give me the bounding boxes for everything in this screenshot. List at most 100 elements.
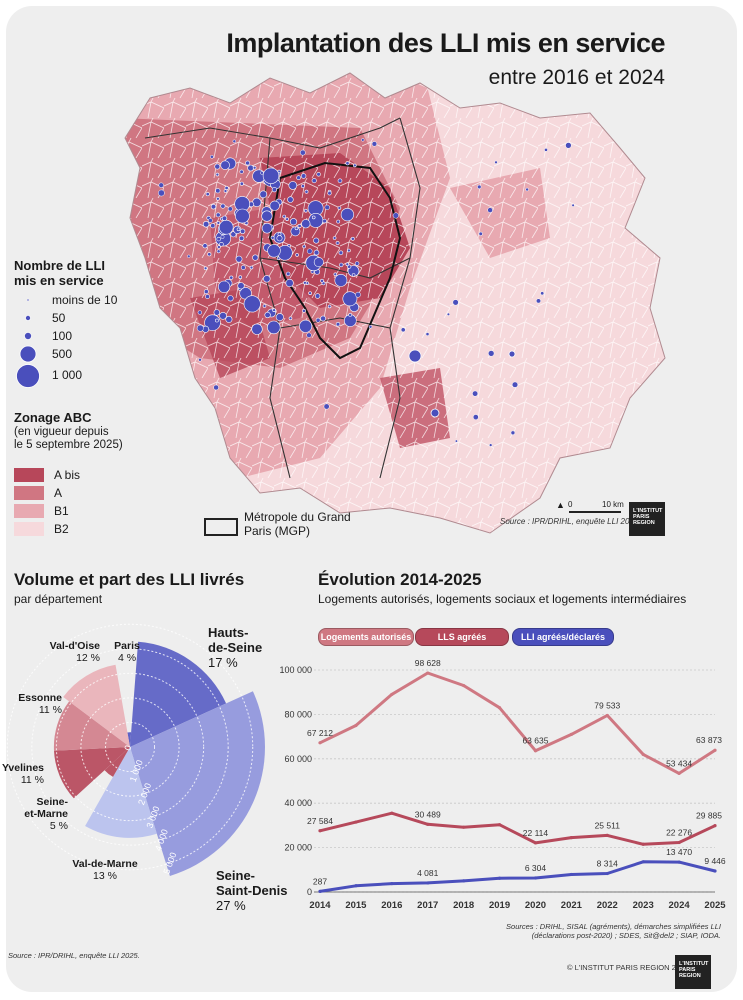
- zone-a-label: A: [54, 486, 63, 500]
- lli-bubble: [454, 439, 458, 443]
- lli-bubble: [320, 278, 324, 283]
- lli-bubble: [313, 249, 320, 256]
- rose-wedge-val-d-oise: [63, 664, 131, 747]
- scale-zero: 0: [568, 500, 573, 509]
- data-label: 8 314: [597, 859, 619, 869]
- data-point: [533, 841, 538, 845]
- lli-bubble: [287, 196, 294, 203]
- x-tick-label: 2020: [525, 900, 546, 911]
- zonage-legend-sub-1: (en vigueur depuis: [14, 426, 109, 438]
- lli-bubble: [203, 289, 209, 294]
- lli-bubble: [294, 226, 299, 231]
- logo-line-1: L'INSTITUT: [679, 961, 709, 967]
- lli-bubble: [263, 275, 271, 283]
- mgp-legend-label: Métropole du Grand Paris (MGP): [244, 510, 351, 538]
- data-point: [354, 820, 358, 824]
- lli-bubble: [264, 311, 271, 319]
- rose-label-share: 27 %: [216, 898, 246, 913]
- lli-bubble: [205, 294, 210, 299]
- lli-bubble: [295, 253, 299, 257]
- lli-bubble: [400, 327, 406, 333]
- data-point: [569, 732, 573, 736]
- legend-pill-2: LLI agréés/déclarés: [512, 628, 614, 646]
- rose-wedge-hauts-de-seine: [130, 641, 227, 747]
- x-tick-label: 2023: [633, 900, 654, 911]
- evolution-sources-1: Sources : DRIHL, SISAL (agréments), déma…: [506, 922, 721, 931]
- data-point: [318, 829, 322, 833]
- lli-bubble: [260, 171, 264, 175]
- lli-bubble: [217, 245, 221, 249]
- lli-bubble: [227, 206, 233, 212]
- logo-line-3: REGION: [679, 973, 701, 979]
- data-label: 29 885: [696, 811, 722, 821]
- lli-bubble: [272, 308, 276, 312]
- data-point: [533, 876, 538, 880]
- lli-bubble: [236, 227, 241, 232]
- lli-bubble: [313, 257, 324, 268]
- lli-bubble: [350, 236, 355, 241]
- lli-bubble: [300, 184, 305, 189]
- lli-bubble: [335, 241, 340, 245]
- lli-bubble: [430, 408, 440, 418]
- logo-line-3: REGION: [633, 520, 655, 526]
- lli-bubble: [215, 172, 220, 177]
- evolution-sources-2: (déclarations post-2020) ; SDES, Sit@del…: [531, 931, 721, 940]
- data-label: 4 081: [417, 868, 439, 878]
- lli-bubble: [232, 139, 237, 144]
- rose-ring: [6, 623, 254, 871]
- data-point: [497, 876, 502, 880]
- lli-bubble: [216, 236, 221, 242]
- zone-b2: B2: [14, 522, 69, 536]
- data-label: 63 873: [696, 735, 722, 745]
- lli-bubble: [332, 236, 337, 240]
- lli-bubble: [478, 231, 483, 236]
- rose-wedge-val-de-marne: [85, 747, 157, 838]
- lli-bubble: [316, 172, 321, 177]
- lli-bubble: [351, 273, 356, 277]
- lli-bubble: [335, 322, 341, 327]
- bubble-legend-label-1000: 1 000: [52, 368, 83, 382]
- x-tick-label: 2015: [345, 900, 367, 911]
- logo-line-2: PARIS: [679, 967, 696, 973]
- line-chart: 0 20 000 40 000 60 000 80 000 100 000 2014 2015…: [280, 660, 726, 911]
- lli-bubble: [225, 315, 233, 323]
- data-point: [497, 706, 502, 710]
- lli-bubble: [216, 249, 221, 254]
- bubble-legend-label-500: 500: [52, 347, 73, 361]
- series-line-2: [319, 860, 716, 893]
- lli-bubble: [252, 254, 259, 261]
- ile-de-france-map: [124, 72, 666, 534]
- lli-bubble: [261, 210, 273, 222]
- lli-bubble: [220, 160, 230, 170]
- data-label: 30 489: [415, 809, 441, 819]
- data-point: [569, 872, 573, 877]
- lli-bubble: [511, 381, 519, 388]
- rose-label-name: Seine- et-Marne: [24, 796, 68, 820]
- lli-bubble: [235, 208, 250, 224]
- mgp-legend-symbol: [204, 518, 238, 536]
- lli-bubble: [213, 309, 221, 316]
- zone-a-bis-label: A bis: [54, 468, 81, 482]
- lli-bubble: [227, 295, 234, 302]
- lli-bubble: [224, 186, 229, 191]
- lli-bubble: [494, 160, 498, 164]
- lli-bubble: [425, 332, 430, 336]
- y-tick-label: 80 000: [284, 709, 312, 719]
- lli-bubble: [158, 182, 164, 188]
- rose-ring: [104, 721, 156, 773]
- lli-bubble: [221, 215, 228, 222]
- lli-bubble: [340, 208, 354, 222]
- institut-logo-top: L'INSTITUT PARIS REGION: [629, 502, 665, 536]
- lli-bubble: [243, 295, 261, 313]
- lli-bubble: [348, 312, 353, 317]
- lli-bubble: [323, 403, 330, 410]
- x-tick-label: 2022: [597, 900, 618, 911]
- rose-label-paris: Paris 4 %: [92, 640, 162, 664]
- rose-label-hauts-de-seine: Hauts- de-Seine 17 %: [208, 625, 318, 670]
- lli-bubble: [446, 312, 450, 316]
- lli-bubble: [472, 390, 479, 397]
- x-tick-label: 2019: [489, 900, 510, 911]
- lli-bubble: [249, 265, 254, 270]
- data-point: [677, 860, 681, 864]
